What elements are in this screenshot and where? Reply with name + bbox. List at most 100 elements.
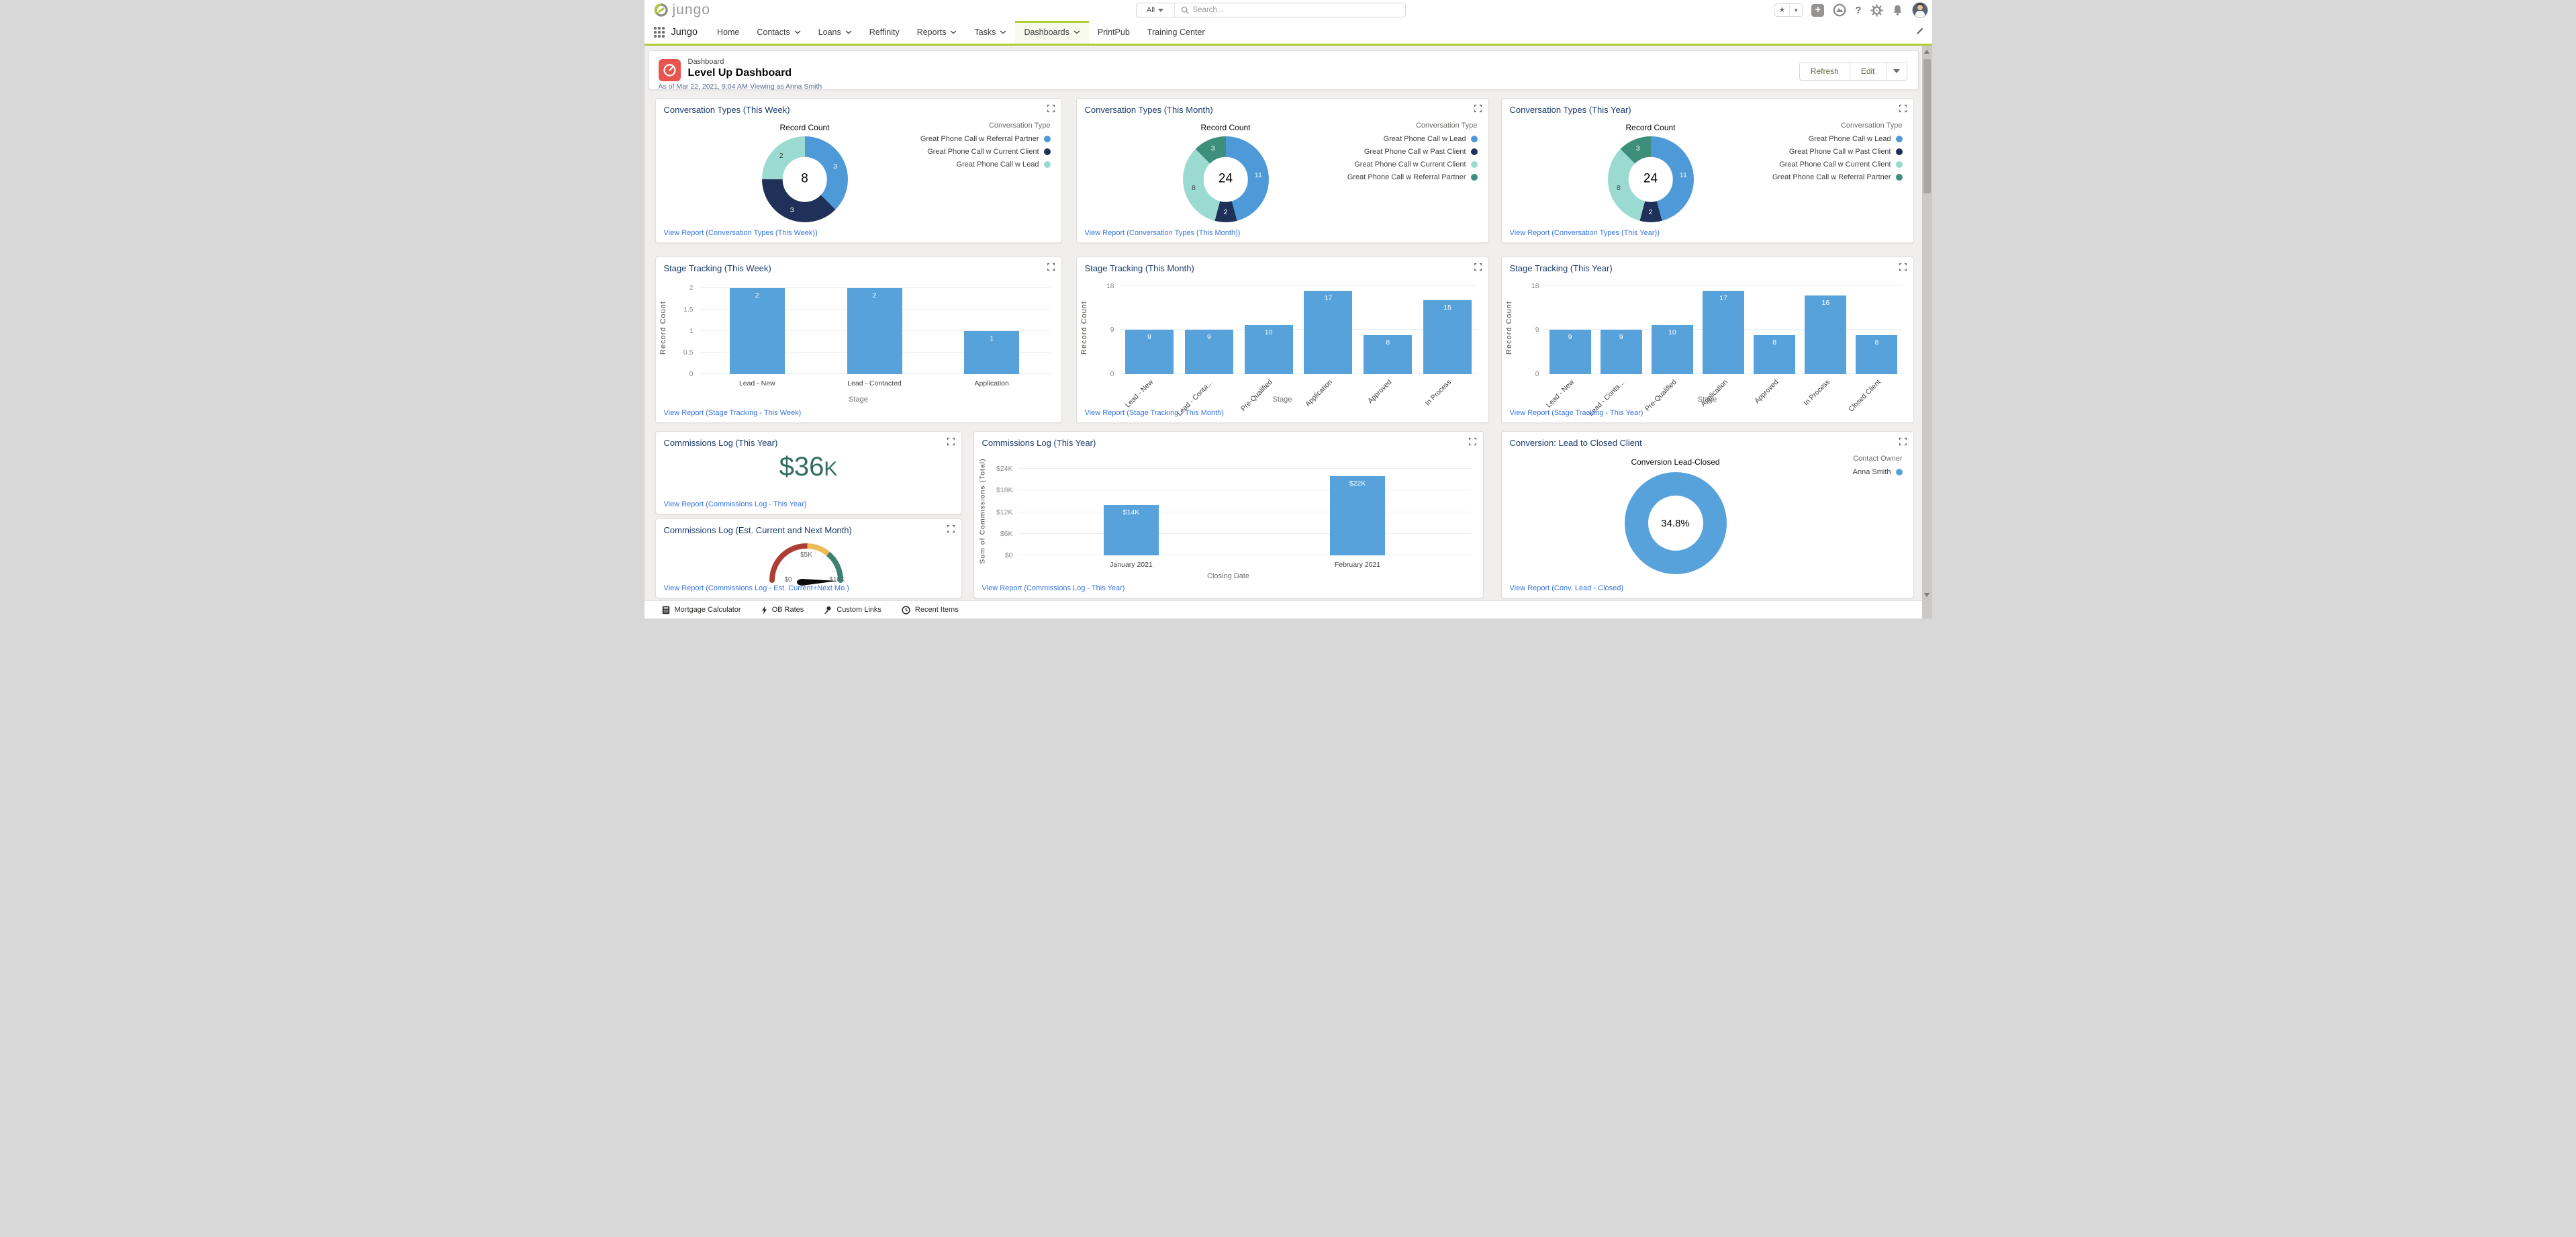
help-icon[interactable]: ? <box>1855 4 1862 16</box>
bar-approved[interactable]: 8 <box>1754 334 1796 374</box>
nav-item-reports[interactable]: Reports <box>908 21 966 44</box>
scroll-up-arrow-icon[interactable] <box>1923 50 1929 54</box>
utility-item-mortgage-calculator[interactable]: Mortgage Calculator <box>662 606 741 614</box>
view-report-link[interactable]: View Report (Conversation Types (This Mo… <box>1084 229 1241 237</box>
nav-item-loans[interactable]: Loans <box>810 21 861 44</box>
bar-pre-qualified[interactable]: 10 <box>1651 324 1693 374</box>
view-report-link[interactable]: View Report (Conversation Types (This We… <box>663 229 818 237</box>
donut-chart[interactable]: 24 11 2 8 3 <box>1607 136 1694 222</box>
legend-label: Great Phone Call w Past Client <box>1364 148 1466 156</box>
legend-item[interactable]: Great Phone Call w Lead <box>1772 135 1903 143</box>
x-tick-label: Lead - Contacted <box>847 379 902 387</box>
gridline <box>1544 285 1903 286</box>
edit-navigation-pencil-icon[interactable] <box>1915 27 1924 39</box>
favorites-star-icon[interactable]: ★ <box>1775 5 1791 15</box>
view-report-link[interactable]: View Report (Commissions Log - This Year… <box>982 584 1125 592</box>
legend-item[interactable]: Anna Smith <box>1853 468 1903 476</box>
bar-lead-conta-[interactable]: 9 <box>1184 330 1233 374</box>
nav-item-printpub[interactable]: PrintPub <box>1089 21 1139 44</box>
bar-lead-new[interactable]: 9 <box>1125 330 1174 374</box>
y-tick-label: 0.5 <box>683 349 694 357</box>
bar-lead-conta-[interactable]: 9 <box>1600 330 1642 374</box>
setup-gear-icon[interactable] <box>1870 3 1883 17</box>
bar-value-label: 8 <box>1386 338 1390 347</box>
expand-icon[interactable] <box>1899 104 1907 113</box>
view-report-link[interactable]: View Report (Stage Tracking - This Month… <box>1084 409 1224 417</box>
bar-lead-contacted[interactable]: 2 <box>847 288 902 374</box>
edit-button[interactable]: Edit <box>1850 62 1887 80</box>
legend-item[interactable]: Great Phone Call w Lead <box>1347 135 1478 143</box>
expand-icon[interactable] <box>1047 263 1055 271</box>
legend-item[interactable]: Great Phone Call w Referral Partner <box>1772 173 1903 181</box>
gauge-chart[interactable]: $0 $5K $10K <box>757 535 857 590</box>
more-actions-button[interactable] <box>1886 62 1907 80</box>
view-report-link[interactable]: View Report (Stage Tracking - This Week) <box>663 409 802 417</box>
avatar-head <box>1917 5 1923 10</box>
scrollbar-thumb[interactable] <box>1923 59 1931 193</box>
search-input[interactable] <box>1188 6 1405 14</box>
notifications-bell-icon[interactable] <box>1892 4 1903 16</box>
global-search[interactable]: All <box>1135 3 1406 17</box>
expand-icon[interactable] <box>947 524 955 533</box>
bar-approved[interactable]: 8 <box>1364 334 1413 374</box>
nav-item-contacts[interactable]: Contacts <box>748 21 809 44</box>
expand-icon[interactable] <box>1899 437 1907 446</box>
legend-item[interactable]: Great Phone Call w Referral Partner <box>920 135 1051 143</box>
bar-lead-new[interactable]: 9 <box>1549 330 1591 374</box>
expand-icon[interactable] <box>947 437 955 446</box>
bar-february-2021[interactable]: $22K <box>1330 475 1385 555</box>
utility-item-custom-links[interactable]: Custom Links <box>824 606 881 614</box>
expand-icon[interactable] <box>1474 104 1482 113</box>
nav-item-reffinity[interactable]: Reffinity <box>861 21 908 44</box>
legend-label: Great Phone Call w Lead <box>1383 135 1466 143</box>
favorites-button[interactable]: ★ ▼ <box>1774 3 1803 17</box>
user-avatar[interactable] <box>1911 2 1928 18</box>
view-report-link[interactable]: View Report (Commissions Log - This Year… <box>663 500 807 508</box>
view-report-link[interactable]: View Report (Commissions Log - Est. Curr… <box>663 584 849 592</box>
view-report-link[interactable]: View Report (Stage Tracking - This Year) <box>1509 409 1643 417</box>
bar-january-2021[interactable]: $14K <box>1104 504 1159 555</box>
donut-chart[interactable]: 24 11 2 8 3 <box>1182 136 1269 222</box>
bar-in-process[interactable]: 16 <box>1805 295 1847 374</box>
utility-item-ob-rates[interactable]: OB Rates <box>761 606 804 614</box>
view-report-link[interactable]: View Report (Conv. Lead - Closed) <box>1509 584 1624 592</box>
bar-in-process[interactable]: 15 <box>1423 300 1472 374</box>
global-add-button[interactable]: + <box>1811 3 1825 17</box>
legend-item[interactable]: Great Phone Call w Current Client <box>1772 161 1903 169</box>
expand-icon[interactable] <box>1474 263 1482 271</box>
legend-item[interactable]: Great Phone Call w Lead <box>920 161 1051 169</box>
clock-icon <box>902 605 910 614</box>
legend-item[interactable]: Great Phone Call w Referral Partner <box>1347 173 1478 181</box>
legend-item[interactable]: Great Phone Call w Past Client <box>1772 148 1903 156</box>
expand-icon[interactable] <box>1468 437 1477 446</box>
nav-item-training-center[interactable]: Training Center <box>1139 21 1214 44</box>
bar-application[interactable]: 17 <box>1703 290 1744 374</box>
utility-item-recent-items[interactable]: Recent Items <box>902 605 959 614</box>
bar-application[interactable]: 17 <box>1304 290 1353 374</box>
favorites-caret-icon[interactable]: ▼ <box>1793 7 1799 13</box>
search-scope-dropdown[interactable]: All <box>1137 3 1175 17</box>
bar-lead-new[interactable]: 2 <box>729 288 785 374</box>
nav-item-tasks[interactable]: Tasks <box>965 21 1015 44</box>
legend-item[interactable]: Great Phone Call w Past Client <box>1347 148 1478 156</box>
vertical-scrollbar[interactable] <box>1921 46 1932 618</box>
legend-item[interactable]: Great Phone Call w Current Client <box>1347 161 1478 169</box>
bar-pre-qualified[interactable]: 10 <box>1244 324 1293 374</box>
view-report-link[interactable]: View Report (Conversation Types (This Ye… <box>1509 229 1660 237</box>
nav-item-dashboards[interactable]: Dashboards <box>1015 21 1089 44</box>
expand-icon[interactable] <box>1899 263 1907 271</box>
bar-closed-client[interactable]: 8 <box>1856 334 1898 374</box>
donut-chart[interactable]: 34.8% <box>1624 472 1727 574</box>
legend-item[interactable]: Great Phone Call w Current Client <box>920 148 1051 156</box>
bar-application[interactable]: 1 <box>964 331 1020 374</box>
guidance-center-icon[interactable] <box>1833 3 1846 17</box>
app-launcher-waffle-icon[interactable] <box>653 27 665 38</box>
scroll-down-arrow-icon[interactable] <box>1923 593 1929 597</box>
refresh-button[interactable]: Refresh <box>1799 62 1850 80</box>
bar-value-label: 17 <box>1719 293 1727 302</box>
nav-item-home[interactable]: Home <box>708 21 748 44</box>
chevron-down-icon <box>1074 30 1080 34</box>
record-type-label: Dashboard <box>687 58 724 66</box>
expand-icon[interactable] <box>1047 104 1055 113</box>
